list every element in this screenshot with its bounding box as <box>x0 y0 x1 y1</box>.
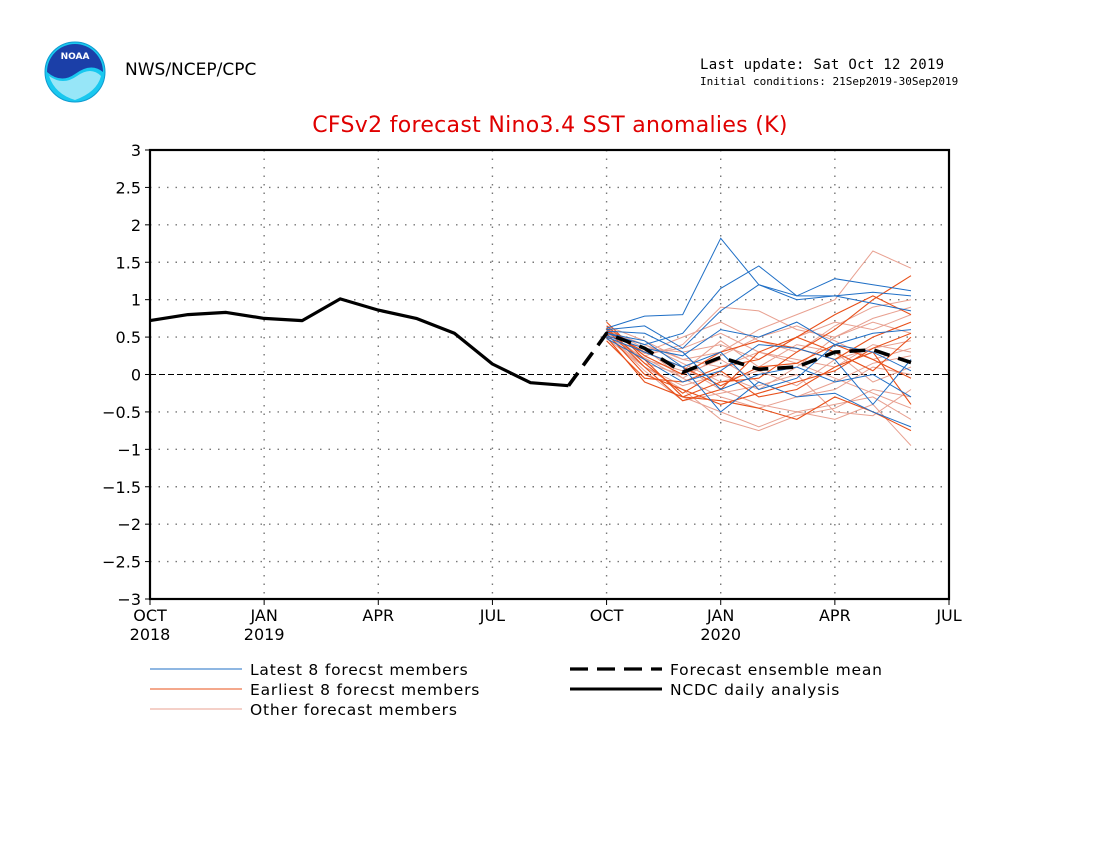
legend-label: NCDC daily analysis <box>670 681 840 699</box>
plot-border <box>148 148 951 601</box>
earliest-member-line <box>606 295 912 402</box>
legend: Latest 8 forecst members Earliest 8 forec… <box>150 661 883 719</box>
x-tick-year-label: 2018 <box>130 625 171 644</box>
x-tick-year-label: 2019 <box>244 625 285 644</box>
earliest-members-layer <box>606 275 912 432</box>
chart-title: CFSv2 forecast Nino3.4 SST anomalies (K) <box>312 113 788 138</box>
other-member-line <box>606 329 912 446</box>
initial-conditions-label: Initial conditions: 21Sep2019-30Sep2019 <box>700 75 959 88</box>
noaa-logo-text: NOAA <box>61 52 90 62</box>
x-tick-label: OCT <box>590 606 624 625</box>
other-member-line <box>606 333 912 417</box>
y-tick-label: 3 <box>131 141 141 160</box>
x-tick-label: OCT <box>133 606 167 625</box>
ensemble-mean-line <box>567 331 912 387</box>
analysis-line <box>149 297 569 388</box>
earliest-member-line <box>606 336 912 432</box>
y-tick-label: −3 <box>117 590 141 609</box>
x-tick-year-label: 2020 <box>700 625 741 644</box>
earliest-member-line <box>606 321 912 376</box>
y-tick-label: −1 <box>117 440 141 459</box>
x-tick-label: APR <box>819 606 851 625</box>
y-tick-label: 2 <box>131 216 141 235</box>
x-tick-label: JUL <box>935 606 961 625</box>
legend-label: Other forecast members <box>250 701 458 719</box>
other-members-layer <box>606 250 912 446</box>
earliest-member-line <box>606 327 912 405</box>
last-update-label: Last update: Sat Oct 12 2019 <box>700 57 945 73</box>
x-tick-label: APR <box>362 606 394 625</box>
legend-label: Earliest 8 forecst members <box>250 681 480 699</box>
y-axis-ticks: 3 2.5 2 1.5 1 0.5 0 −0.5 −1 −1.5 −2 −2.5 −3 <box>102 141 150 609</box>
y-tick-label: −1.5 <box>102 478 141 497</box>
latest-member-line <box>606 336 912 428</box>
latest-member-line <box>606 330 912 398</box>
latest-member-line <box>606 329 912 391</box>
y-tick-label: −0.5 <box>102 403 141 422</box>
other-member-line <box>606 338 912 432</box>
y-tick-label: −2.5 <box>102 553 141 572</box>
plot-frame <box>148 148 951 601</box>
y-tick-label: −2 <box>117 515 141 534</box>
main-series-layer <box>149 297 912 388</box>
x-tick-label: JAN <box>249 606 277 625</box>
latest-member-line <box>606 338 912 406</box>
x-tick-label: JAN <box>706 606 734 625</box>
y-tick-label: 1 <box>131 291 141 310</box>
legend-label: Latest 8 forecst members <box>250 661 468 679</box>
earliest-member-line <box>606 275 912 398</box>
y-tick-label: 0.5 <box>116 328 141 347</box>
earliest-member-line <box>606 336 912 383</box>
legend-label: Forecast ensemble mean <box>670 661 883 679</box>
noaa-logo: NOAA <box>43 40 107 108</box>
latest-member-line <box>606 278 912 349</box>
org-label: NWS/NCEP/CPC <box>125 60 257 80</box>
y-tick-label: 2.5 <box>116 178 141 197</box>
y-tick-label: 1.5 <box>116 253 141 272</box>
y-tick-label: 0 <box>131 366 141 385</box>
latest-member-line <box>606 265 912 346</box>
grid-lines <box>150 150 949 599</box>
x-tick-label: JUL <box>479 606 505 625</box>
